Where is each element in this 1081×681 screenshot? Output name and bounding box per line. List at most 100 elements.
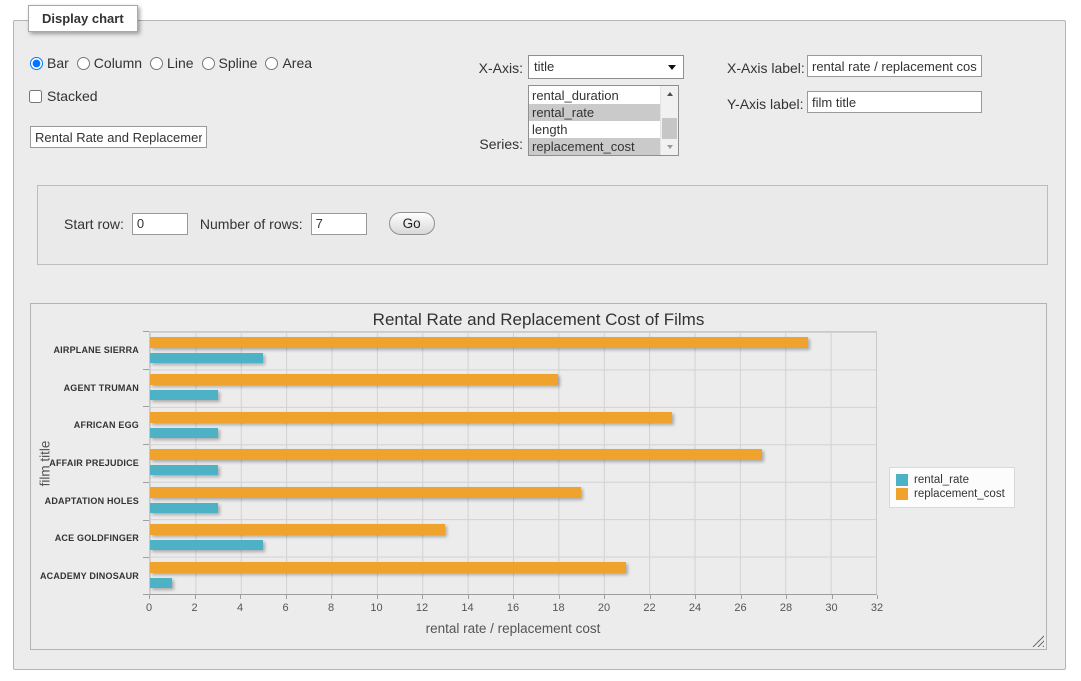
stacked-checkbox[interactable] — [29, 90, 42, 103]
chart-type-radios: Bar Column Line Spline Area — [30, 55, 320, 71]
x-tick-label: 0 — [146, 602, 152, 614]
start-row-input[interactable] — [132, 213, 188, 235]
x-tick — [786, 595, 787, 599]
bar-group-airplane-sierra — [150, 332, 876, 369]
row-range-panel: Start row: Number of rows: Go — [37, 185, 1048, 265]
num-rows-input[interactable] — [311, 213, 367, 235]
chart-type-radio-area[interactable] — [265, 57, 278, 70]
scroll-up-icon[interactable] — [661, 87, 678, 101]
category-label: AFRICAN EGG — [74, 420, 139, 430]
x-tick — [604, 595, 605, 599]
x-tick-label: 24 — [689, 602, 701, 614]
bar-replacement_cost — [150, 562, 626, 573]
x-tick-label: 16 — [507, 602, 519, 614]
x-tick — [331, 595, 332, 599]
legend-label: replacement_cost — [914, 488, 1005, 500]
bar-group-ace-goldfinger — [150, 519, 876, 556]
x-axis-field-label: X-Axis label: — [727, 60, 805, 76]
chart-type-area[interactable]: Area — [265, 55, 312, 71]
series-listbox[interactable]: rental_durationrental_ratelengthreplacem… — [528, 85, 679, 156]
series-scrollbar[interactable] — [660, 86, 678, 155]
bar-group-affair-prejudice — [150, 444, 876, 481]
category-label: ACE GOLDFINGER — [55, 533, 139, 543]
category-label: ACADEMY DINOSAUR — [40, 571, 139, 581]
chart-type-label: Line — [167, 55, 193, 71]
chart-title: Rental Rate and Replacement Cost of Film… — [31, 310, 1046, 330]
chart-type-radio-spline[interactable] — [202, 57, 215, 70]
bar-rental_rate — [150, 390, 218, 400]
chart-legend: rental_rate replacement_cost — [889, 467, 1015, 508]
chart-type-bar[interactable]: Bar — [30, 55, 69, 71]
x-axis-tick-labels: 02468101214161820222426283032 — [149, 602, 877, 615]
x-axis-label-input[interactable] — [807, 55, 982, 77]
x-axis-select[interactable]: title — [528, 55, 684, 79]
chart-type-label: Column — [94, 55, 142, 71]
x-tick-label: 28 — [780, 602, 792, 614]
x-tick-label: 26 — [734, 602, 746, 614]
category-label: AGENT TRUMAN — [64, 383, 139, 393]
plot-area — [149, 331, 877, 595]
chart-type-column[interactable]: Column — [77, 55, 142, 71]
category-labels: AIRPLANE SIERRAAGENT TRUMANAFRICAN EGGAF… — [31, 331, 144, 595]
scrollbar-thumb[interactable] — [662, 118, 677, 139]
series-option-rental_duration[interactable]: rental_duration — [529, 87, 661, 104]
category-label: ADAPTATION HOLES — [45, 496, 139, 506]
bar-rental_rate — [150, 465, 218, 475]
x-tick — [513, 595, 514, 599]
bar-group-adaptation-holes — [150, 482, 876, 519]
x-tick — [286, 595, 287, 599]
chart-type-radio-column[interactable] — [77, 57, 90, 70]
stacked-option[interactable]: Stacked — [29, 88, 98, 104]
legend-swatch-icon — [896, 488, 908, 500]
chart-title-input[interactable] — [30, 126, 207, 148]
go-button[interactable]: Go — [389, 212, 435, 235]
bar-rental_rate — [150, 578, 172, 588]
x-tick-label: 8 — [328, 602, 334, 614]
chart-type-spline[interactable]: Spline — [202, 55, 258, 71]
bar-replacement_cost — [150, 487, 581, 498]
x-tick — [877, 595, 878, 599]
x-tick-label: 6 — [282, 602, 288, 614]
x-axis-select-value: title — [534, 59, 554, 74]
category-label: AFFAIR PREJUDICE — [49, 458, 139, 468]
stacked-label: Stacked — [47, 88, 98, 104]
x-tick-label: 32 — [871, 602, 883, 614]
chevron-down-icon — [668, 65, 676, 70]
x-tick-label: 12 — [416, 602, 428, 614]
x-axis-title: rental rate / replacement cost — [149, 621, 877, 636]
series-option-replacement_cost[interactable]: replacement_cost — [529, 138, 661, 155]
y-axis-field-label: Y-Axis label: — [727, 96, 804, 112]
legend-label: rental_rate — [914, 474, 969, 486]
bar-replacement_cost — [150, 337, 808, 348]
chart-type-radio-line[interactable] — [150, 57, 163, 70]
chart-container: Rental Rate and Replacement Cost of Film… — [30, 303, 1047, 650]
x-tick — [695, 595, 696, 599]
legend-item-replacement_cost[interactable]: replacement_cost — [896, 488, 1005, 500]
series-option-length[interactable]: length — [529, 121, 661, 138]
x-tick-label: 10 — [370, 602, 382, 614]
x-tick — [741, 595, 742, 599]
bar-rental_rate — [150, 353, 263, 363]
x-tick — [650, 595, 651, 599]
x-tick — [149, 595, 150, 599]
x-tick — [559, 595, 560, 599]
x-tick — [468, 595, 469, 599]
legend-swatch-icon — [896, 474, 908, 486]
bar-rental_rate — [150, 503, 218, 513]
chart-type-line[interactable]: Line — [150, 55, 193, 71]
series-option-rental_rate[interactable]: rental_rate — [529, 104, 661, 121]
legend-item-rental_rate[interactable]: rental_rate — [896, 474, 1005, 486]
chart-type-radio-bar[interactable] — [30, 57, 43, 70]
bar-replacement_cost — [150, 412, 672, 423]
fieldset-legend: Display chart — [28, 5, 138, 32]
scroll-down-icon[interactable] — [661, 140, 678, 154]
x-tick-label: 2 — [191, 602, 197, 614]
x-axis-select-label: X-Axis: — [466, 60, 523, 76]
chart-type-label: Area — [282, 55, 312, 71]
bar-replacement_cost — [150, 524, 445, 535]
series-listbox-options: rental_durationrental_ratelengthreplacem… — [529, 87, 661, 155]
resize-grip-icon[interactable] — [1032, 635, 1044, 647]
num-rows-label: Number of rows: — [200, 216, 303, 232]
y-axis-label-input[interactable] — [807, 91, 982, 113]
chart-type-label: Bar — [47, 55, 69, 71]
